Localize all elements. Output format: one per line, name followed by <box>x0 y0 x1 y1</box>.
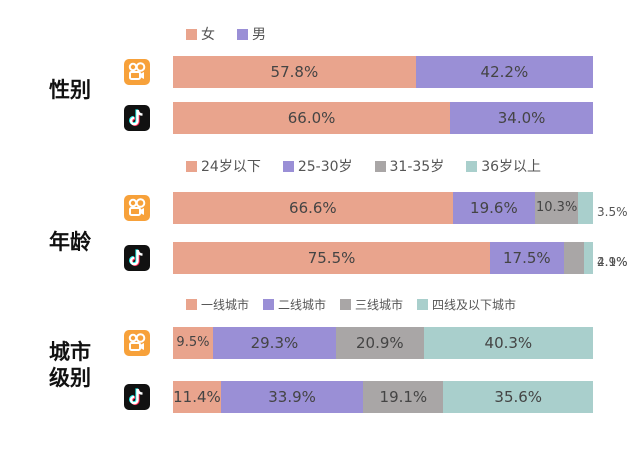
legend-swatch <box>237 29 248 40</box>
bar-segment <box>415 56 593 88</box>
legend-item: 一线城市 <box>186 298 249 312</box>
legend-swatch <box>374 161 386 172</box>
data-label: 34.0% <box>497 109 546 127</box>
kuaishou-logo-icon <box>124 330 150 356</box>
group-title: 城市 级别 <box>40 339 100 391</box>
legend-item: 36岁以上 <box>466 159 541 175</box>
group-title-line: 级别 <box>49 366 91 390</box>
legend-swatch <box>282 161 294 172</box>
bar-segment <box>363 381 444 413</box>
bar-segment <box>578 192 593 224</box>
data-label: 75.5% <box>307 249 356 267</box>
legend-swatch <box>186 299 197 310</box>
group-title: 性别 <box>49 78 91 102</box>
legend-label: 三线城市 <box>355 298 404 312</box>
stacked-bar-douyin <box>173 242 593 274</box>
bar-segment <box>450 102 593 134</box>
bar-segment <box>173 102 451 134</box>
legend-label: 24岁以下 <box>201 159 261 175</box>
legend-item: 31-35岁 <box>374 159 445 175</box>
data-label: 20.9% <box>356 334 404 352</box>
kuaishou-logo-icon <box>124 59 150 85</box>
legend-item: 四线及以下城市 <box>417 298 516 312</box>
bar-segment <box>212 327 336 359</box>
legend-item: 男 <box>237 27 266 43</box>
stacked-bar-kuaishou <box>173 327 593 359</box>
legend-label: 女 <box>201 27 215 43</box>
legend-label: 一线城市 <box>201 298 250 312</box>
stacked-bar-douyin <box>173 381 593 413</box>
data-label: 2.1% <box>597 255 628 269</box>
legend-swatch <box>340 299 352 310</box>
bar-segment <box>173 242 491 274</box>
bar-segment <box>443 381 593 413</box>
legend: 一线城市 二线城市 三线城市 四线及以下城市 <box>186 296 530 313</box>
legend-item: 女 <box>186 27 215 43</box>
data-label: 66.0% <box>287 109 336 127</box>
data-label: 4.9% <box>597 255 628 269</box>
data-label: 19.1% <box>379 388 428 406</box>
stacked-bar-kuaishou <box>173 192 593 224</box>
douyin-logo-icon <box>124 105 150 131</box>
legend-item: 25-30岁 <box>282 159 353 175</box>
legend: 24岁以下 25-30岁 31-35岁 36岁以上 <box>186 156 563 176</box>
legend-swatch <box>263 299 275 310</box>
bar-segment <box>423 327 593 359</box>
data-label: 17.5% <box>503 249 551 267</box>
data-label: 9.5% <box>176 335 210 350</box>
data-label: 66.6% <box>289 199 337 217</box>
legend-item: 二线城市 <box>263 298 326 312</box>
legend-label: 男 <box>252 27 266 43</box>
legend-label: 36岁以上 <box>481 159 542 175</box>
douyin-logo-icon <box>124 384 150 410</box>
data-label: 57.8% <box>270 63 319 81</box>
bar-segment <box>173 327 213 359</box>
bar-segment <box>584 242 593 274</box>
legend-item: 24岁以下 <box>186 159 261 175</box>
kuaishou-logo-icon <box>124 195 150 221</box>
stacked-bar-kuaishou <box>173 56 593 88</box>
data-label: 19.6% <box>470 199 518 217</box>
data-label: 33.9% <box>268 388 316 406</box>
bar-segment <box>173 381 221 413</box>
bar-segment <box>173 56 416 88</box>
douyin-logo-icon <box>124 245 150 271</box>
bar-segment <box>173 192 453 224</box>
bar-segment <box>490 242 564 274</box>
data-label: 3.5% <box>597 205 628 219</box>
data-label: 10.3% <box>536 200 578 215</box>
bar-segment <box>535 192 579 224</box>
legend-label: 25-30岁 <box>297 159 353 175</box>
data-label: 11.4% <box>173 388 221 406</box>
group-title-line: 城市 <box>49 340 91 364</box>
bar-segment <box>335 327 424 359</box>
data-label: 35.6% <box>494 388 543 406</box>
legend-label: 二线城市 <box>278 298 327 312</box>
legend-swatch <box>417 299 429 310</box>
data-label: 42.2% <box>480 63 529 81</box>
legend-label: 四线及以下城市 <box>432 298 517 312</box>
bar-segment <box>452 192 536 224</box>
bar-segment <box>220 381 364 413</box>
legend-swatch <box>466 161 478 172</box>
group-title: 年龄 <box>49 230 91 254</box>
legend-item: 三线城市 <box>340 298 403 312</box>
data-label: 40.3% <box>484 334 533 352</box>
data-label: 29.3% <box>250 334 299 352</box>
legend-swatch <box>186 29 197 40</box>
legend-label: 31-35岁 <box>389 159 445 175</box>
legend-swatch <box>186 161 197 172</box>
stacked-bar-douyin <box>173 102 593 134</box>
bar-segment <box>563 242 585 274</box>
legend: 女男 <box>186 24 288 44</box>
